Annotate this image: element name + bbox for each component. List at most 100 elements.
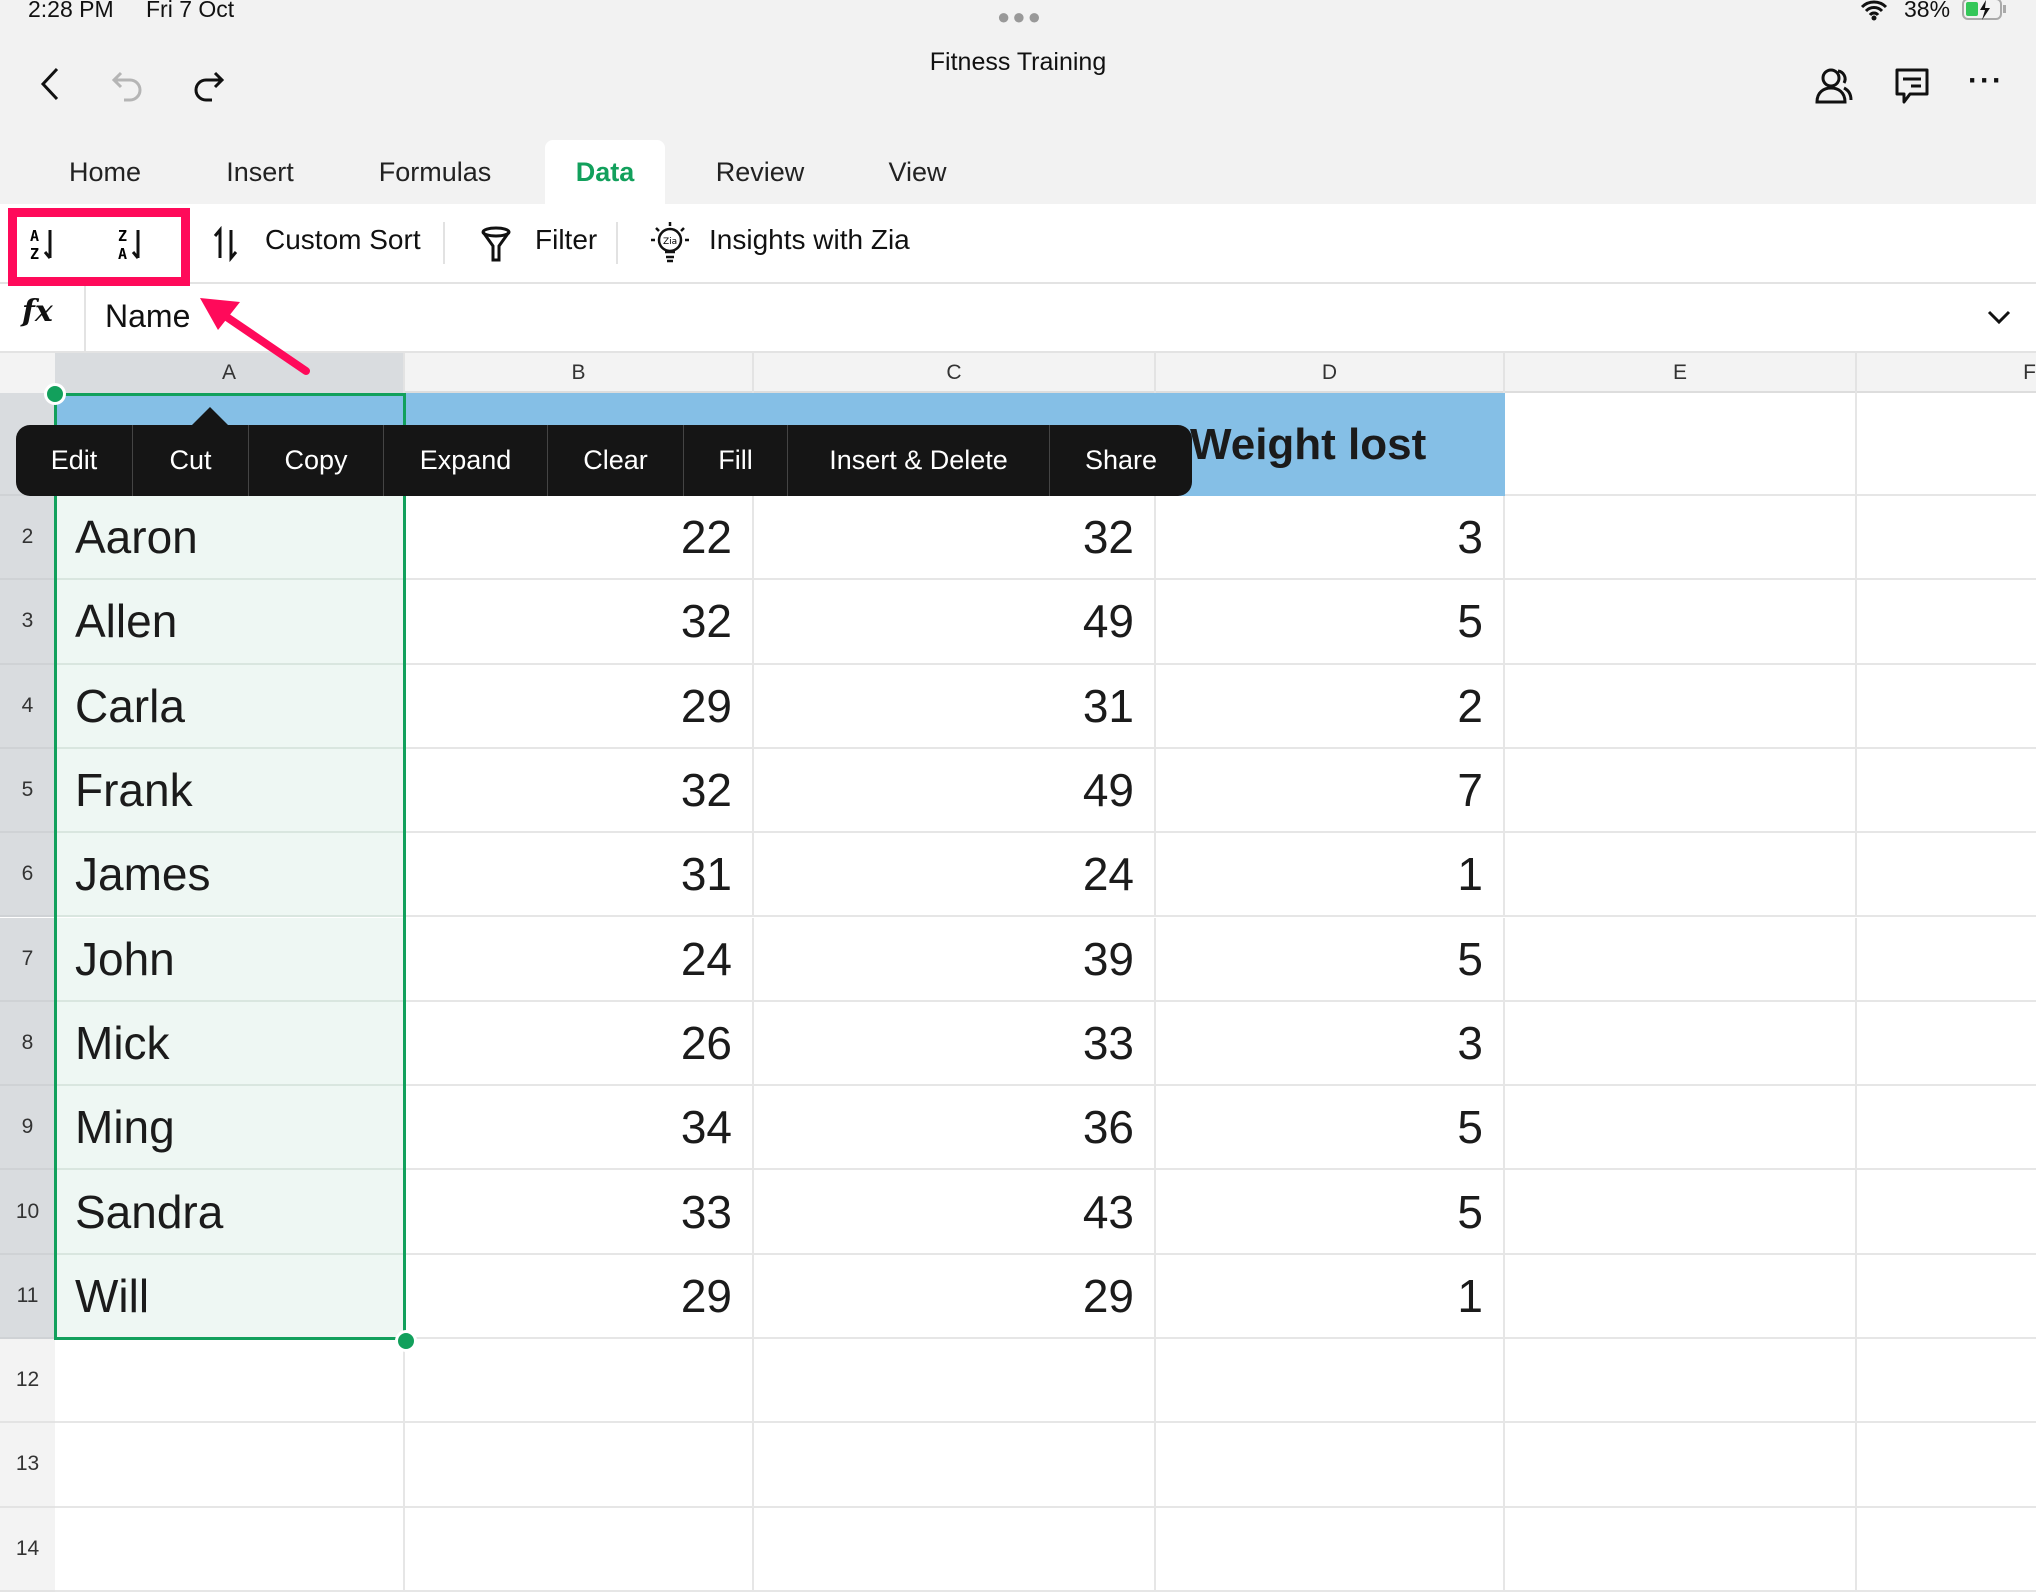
empty-cell[interactable] [55, 1339, 405, 1424]
name-cell[interactable]: Sandra [55, 1170, 405, 1255]
name-cell[interactable]: John [55, 917, 405, 1002]
empty-cell[interactable] [754, 1423, 1156, 1508]
tab-formulas[interactable]: Formulas [378, 156, 492, 187]
column-header-d[interactable]: D [1156, 353, 1505, 393]
number-cell[interactable]: 1 [1156, 1254, 1505, 1339]
number-cell[interactable]: 5 [1156, 1086, 1505, 1171]
tab-home[interactable]: Home [68, 156, 142, 187]
comments-icon[interactable] [1890, 64, 1934, 108]
menu-item-cut[interactable]: Cut [133, 425, 249, 496]
menu-item-expand[interactable]: Expand [384, 425, 548, 496]
row-header[interactable]: 10 [0, 1170, 55, 1255]
filter-button[interactable]: Filter [535, 224, 598, 255]
empty-cell[interactable] [1505, 580, 1857, 665]
column-header-b[interactable]: B [405, 353, 754, 393]
insights-with-zia-button[interactable]: Insights with Zia [709, 224, 910, 255]
number-cell[interactable]: 32 [405, 748, 754, 834]
empty-cell[interactable] [1857, 1086, 2036, 1171]
cell-f1[interactable] [1857, 393, 2036, 496]
name-cell[interactable]: Allen [55, 580, 405, 665]
empty-cell[interactable] [405, 1507, 754, 1592]
number-cell[interactable]: 31 [405, 833, 754, 918]
empty-cell[interactable] [1857, 833, 2036, 918]
selection-handle-top[interactable] [44, 383, 66, 405]
number-cell[interactable]: 29 [405, 664, 754, 749]
empty-cell[interactable] [1857, 665, 2036, 749]
collaborators-icon[interactable] [1812, 64, 1856, 108]
number-cell[interactable]: 1 [1156, 833, 1505, 918]
empty-cell[interactable] [1505, 917, 1857, 1002]
empty-cell[interactable] [1505, 1423, 1857, 1508]
empty-cell[interactable] [1505, 1254, 1857, 1339]
name-cell[interactable]: James [55, 833, 405, 918]
number-cell[interactable]: 33 [405, 1170, 754, 1255]
empty-cell[interactable] [405, 1339, 754, 1424]
empty-cell[interactable] [1505, 748, 1857, 834]
number-cell[interactable]: 32 [754, 496, 1156, 581]
empty-cell[interactable] [754, 1507, 1156, 1592]
menu-item-insert-delete[interactable]: Insert & Delete [788, 425, 1050, 496]
empty-cell[interactable] [55, 1507, 405, 1592]
empty-cell[interactable] [1505, 1170, 1857, 1255]
zia-lightbulb-icon[interactable]: Zia [648, 220, 692, 266]
empty-cell[interactable] [1857, 918, 2036, 1002]
number-cell[interactable]: 3 [1156, 496, 1505, 581]
cell-e1[interactable] [1505, 393, 1857, 496]
number-cell[interactable]: 2 [1156, 664, 1505, 749]
empty-cell[interactable] [1505, 1086, 1857, 1171]
chevron-down-icon[interactable] [1984, 302, 2014, 332]
row-header[interactable]: 11 [0, 1254, 55, 1339]
empty-cell[interactable] [1505, 1507, 1857, 1592]
empty-cell[interactable] [1505, 664, 1857, 749]
number-cell[interactable]: 36 [754, 1086, 1156, 1171]
row-header[interactable]: 4 [0, 664, 55, 749]
menu-item-clear[interactable]: Clear [548, 425, 684, 496]
multitask-dots-icon[interactable]: ●●● [997, 4, 1043, 29]
empty-cell[interactable] [1857, 749, 2036, 834]
number-cell[interactable]: 49 [754, 748, 1156, 834]
empty-cell[interactable] [55, 1423, 405, 1508]
name-cell[interactable]: Ming [55, 1086, 405, 1171]
empty-cell[interactable] [1857, 1170, 2036, 1255]
more-options-icon[interactable]: ··· [1968, 64, 2004, 97]
header-cell-weight-lost[interactable]: Weight lost [1190, 419, 1427, 469]
custom-sort-icon[interactable] [208, 224, 244, 264]
row-header[interactable]: 13 [0, 1423, 55, 1508]
number-cell[interactable]: 22 [405, 496, 754, 581]
menu-item-edit[interactable]: Edit [16, 425, 133, 496]
formula-input[interactable]: Name [105, 298, 191, 334]
name-cell[interactable]: Carla [55, 664, 405, 749]
number-cell[interactable]: 5 [1156, 580, 1505, 665]
name-cell[interactable]: Frank [55, 748, 405, 834]
empty-cell[interactable] [1857, 1423, 2036, 1508]
redo-icon[interactable] [188, 66, 228, 106]
empty-cell[interactable] [1857, 1508, 2036, 1592]
empty-cell[interactable] [1156, 1507, 1505, 1592]
menu-item-share[interactable]: Share [1084, 445, 1158, 475]
number-cell[interactable]: 49 [754, 580, 1156, 665]
number-cell[interactable]: 34 [405, 1086, 754, 1171]
row-header[interactable]: 5 [0, 748, 55, 834]
number-cell[interactable]: 5 [1156, 917, 1505, 1002]
empty-cell[interactable] [405, 1423, 754, 1508]
empty-cell[interactable] [1857, 496, 2036, 581]
name-cell[interactable]: Mick [55, 1001, 405, 1087]
menu-item-fill[interactable]: Fill [684, 425, 788, 496]
empty-cell[interactable] [1505, 1001, 1857, 1087]
name-cell[interactable]: Aaron [55, 496, 405, 581]
menu-item-copy[interactable]: Copy [249, 425, 384, 496]
empty-cell[interactable] [1156, 1423, 1505, 1508]
column-header-c[interactable]: C [754, 353, 1156, 393]
number-cell[interactable]: 29 [405, 1254, 754, 1339]
row-header[interactable]: 14 [0, 1507, 55, 1592]
back-icon[interactable] [34, 64, 66, 104]
empty-cell[interactable] [1505, 833, 1857, 918]
number-cell[interactable]: 24 [405, 917, 754, 1002]
name-cell[interactable]: Will [55, 1254, 405, 1339]
row-header[interactable]: 9 [0, 1086, 55, 1171]
number-cell[interactable]: 3 [1156, 1001, 1505, 1087]
empty-cell[interactable] [1857, 1255, 2036, 1339]
row-header[interactable]: 7 [0, 917, 55, 1002]
